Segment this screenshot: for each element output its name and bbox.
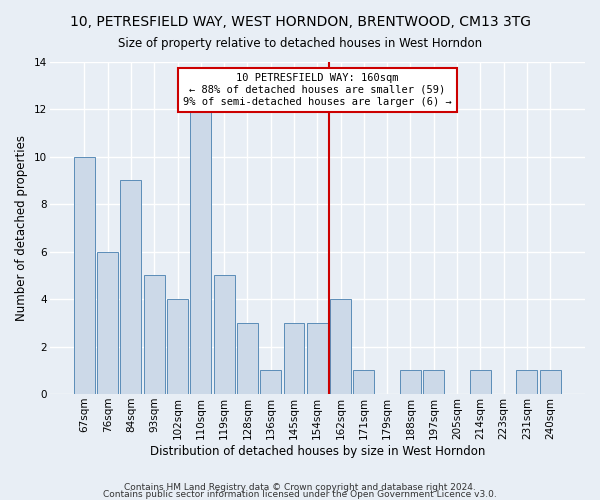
- Bar: [121, 180, 142, 394]
- Bar: [353, 370, 374, 394]
- Bar: [97, 252, 118, 394]
- Y-axis label: Number of detached properties: Number of detached properties: [15, 135, 28, 321]
- Bar: [260, 370, 281, 394]
- Text: 10, PETRESFIELD WAY, WEST HORNDON, BRENTWOOD, CM13 3TG: 10, PETRESFIELD WAY, WEST HORNDON, BRENT…: [70, 15, 530, 29]
- Bar: [517, 370, 538, 394]
- Bar: [214, 276, 235, 394]
- Bar: [74, 156, 95, 394]
- Bar: [144, 276, 165, 394]
- Bar: [470, 370, 491, 394]
- Bar: [423, 370, 444, 394]
- Bar: [190, 109, 211, 394]
- Bar: [330, 299, 351, 394]
- Bar: [167, 299, 188, 394]
- Text: Contains public sector information licensed under the Open Government Licence v3: Contains public sector information licen…: [103, 490, 497, 499]
- Bar: [400, 370, 421, 394]
- Bar: [284, 323, 304, 394]
- X-axis label: Distribution of detached houses by size in West Horndon: Distribution of detached houses by size …: [149, 444, 485, 458]
- Bar: [540, 370, 560, 394]
- Bar: [237, 323, 258, 394]
- Text: 10 PETRESFIELD WAY: 160sqm
← 88% of detached houses are smaller (59)
9% of semi-: 10 PETRESFIELD WAY: 160sqm ← 88% of deta…: [183, 74, 452, 106]
- Bar: [307, 323, 328, 394]
- Text: Size of property relative to detached houses in West Horndon: Size of property relative to detached ho…: [118, 38, 482, 51]
- Text: Contains HM Land Registry data © Crown copyright and database right 2024.: Contains HM Land Registry data © Crown c…: [124, 484, 476, 492]
